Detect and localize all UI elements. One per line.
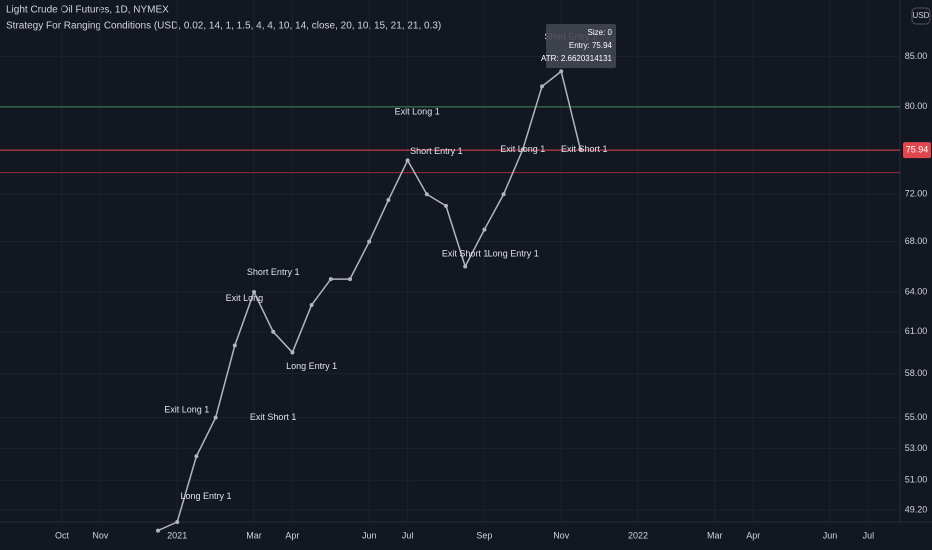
trade-annotation: Exit Short 1 <box>561 144 608 154</box>
price-point <box>194 454 199 459</box>
price-point <box>501 192 506 197</box>
tooltip-line: ATR: 2.6620314131 <box>541 54 613 63</box>
price-point <box>424 192 429 197</box>
price-point <box>559 69 564 74</box>
price-point <box>482 227 487 232</box>
currency-button[interactable] <box>911 7 931 25</box>
trade-annotation: Long Entry 1 <box>286 361 337 371</box>
price-point <box>348 277 352 282</box>
price-point <box>520 147 525 152</box>
chart-title: Light Crude Oil Futures, 1D, NYMEX <box>6 5 169 16</box>
last-price-label: 75.94 <box>906 144 929 154</box>
price-point <box>367 239 372 244</box>
y-tick-label: 72.00 <box>905 189 928 199</box>
y-tick-label: 80.00 <box>905 101 928 111</box>
trade-annotation: Exit Long 1 <box>500 144 545 154</box>
x-tick-label: Mar <box>246 530 262 540</box>
x-tick-label: Jul <box>863 530 875 540</box>
trade-annotation: Short Entry 1 <box>410 146 463 156</box>
x-tick-label: Apr <box>285 530 299 540</box>
price-point <box>386 198 391 203</box>
x-tick-label: Jul <box>402 530 414 540</box>
trade-annotation: Exit Long 1 <box>395 106 440 116</box>
trade-annotation: Exit Short 1 <box>442 248 489 258</box>
y-tick-label: 55.00 <box>905 412 928 422</box>
y-tick-label: 51.00 <box>905 475 928 485</box>
trade-annotation: Long Entry 1 <box>488 248 539 258</box>
price-point <box>213 415 218 420</box>
chart-subtitle: Strategy For Ranging Conditions (USD, 0.… <box>6 21 441 32</box>
price-point <box>252 289 256 294</box>
y-tick-label: 53.00 <box>905 443 928 453</box>
x-tick-label: Sep <box>476 530 492 540</box>
trade-annotation: Long Entry 1 <box>180 491 231 501</box>
x-tick-label: Nov <box>92 530 109 540</box>
trade-annotation: Short Entry 1 <box>247 267 300 277</box>
price-point <box>578 147 583 152</box>
x-tick-label: Nov <box>553 530 570 540</box>
x-tick-label: Jun <box>823 530 838 540</box>
currency-label: USD <box>913 11 930 20</box>
trade-annotation: Exit Short 1 <box>250 412 297 422</box>
y-tick-label: 61.00 <box>905 326 928 336</box>
price-point <box>309 303 314 308</box>
price-point <box>540 84 544 89</box>
y-tick-label: 49.20 <box>905 504 928 514</box>
y-tick-label: 58.00 <box>905 368 928 378</box>
x-tick-label: 2022 <box>628 530 648 540</box>
x-tick-label: Oct <box>55 530 70 540</box>
y-tick-label: 64.00 <box>905 286 928 296</box>
tooltip-line: Entry: 75.94 <box>569 41 613 50</box>
price-point <box>328 277 333 282</box>
tooltip-box <box>546 24 616 68</box>
x-tick-label: Apr <box>746 530 760 540</box>
price-point <box>463 264 468 269</box>
trade-annotation: Exit Long 1 <box>164 405 209 415</box>
y-tick-label: 68.00 <box>905 236 928 246</box>
x-tick-label: Mar <box>707 530 723 540</box>
price-point <box>290 350 295 355</box>
y-tick-label: 85.00 <box>905 51 928 61</box>
price-point <box>232 343 237 348</box>
tooltip-line: Size: 0 <box>588 28 613 37</box>
trade-annotation: Exit Long <box>226 293 264 303</box>
x-tick-label: Jun <box>362 530 377 540</box>
price-point <box>175 520 180 524</box>
price-point <box>156 528 160 533</box>
price-point <box>271 329 276 334</box>
last-price-badge <box>903 142 931 159</box>
x-tick-label: 2021 <box>167 530 187 540</box>
price-point <box>444 203 448 208</box>
price-point <box>405 158 410 163</box>
